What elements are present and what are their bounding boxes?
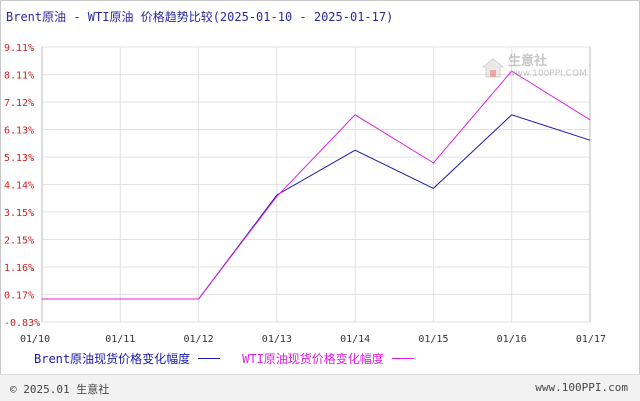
y-tick-label: 1.16%	[4, 263, 34, 274]
series-line-wti	[42, 70, 591, 300]
y-tick-label: 6.13%	[4, 125, 34, 136]
x-tick-label: 01/14	[340, 334, 370, 345]
y-tick-label: 8.11%	[4, 71, 34, 82]
footer-copyright: © 2025.01 生意社	[10, 383, 110, 396]
watermark-url: www.100PPI.COM	[508, 69, 587, 79]
watermark-logo: 生意社 www.100PPI.COM	[481, 54, 587, 80]
watermark-name: 生意社	[508, 54, 548, 69]
legend-item-brent: Brent原油现货价格变化幅度	[34, 350, 221, 367]
x-tick-label: 01/13	[262, 334, 292, 345]
chart-legend: Brent原油现货价格变化幅度 WTI原油现货价格变化幅度	[34, 350, 436, 367]
y-tick-label: -0.83%	[4, 318, 40, 329]
y-tick-label: 5.13%	[4, 153, 34, 164]
y-tick-label: 9.11%	[4, 43, 34, 54]
legend-label-brent: Brent原油现货价格变化幅度	[34, 352, 191, 366]
legend-item-wti: WTI原油现货价格变化幅度	[242, 350, 414, 367]
y-tick-label: 2.15%	[4, 236, 34, 247]
x-tick-label: 01/11	[105, 334, 135, 345]
y-tick-label: 3.15%	[4, 208, 34, 219]
legend-swatch-wti	[391, 358, 414, 359]
x-tick-label: 01/16	[497, 334, 527, 345]
footer-site-link[interactable]: www.100PPI.com	[535, 381, 628, 394]
series-line-brent	[42, 114, 591, 300]
y-tick-label: 7.12%	[4, 98, 34, 109]
x-tick-label: 01/15	[418, 334, 448, 345]
footer-bar: © 2025.01 生意社 www.100PPI.com	[0, 374, 640, 401]
y-tick-label: 4.14%	[4, 181, 34, 192]
x-tick-label: 01/10	[20, 334, 50, 345]
x-tick-label: 01/12	[184, 334, 214, 345]
house-logo-icon	[481, 57, 505, 79]
legend-label-wti: WTI原油现货价格变化幅度	[242, 352, 384, 366]
y-tick-label: 0.17%	[4, 290, 34, 301]
chart-title: Brent原油 - WTI原油 价格趋势比较(2025-01-10 - 2025…	[6, 10, 394, 24]
legend-swatch-brent	[198, 358, 221, 359]
x-tick-label: 01/17	[576, 334, 606, 345]
